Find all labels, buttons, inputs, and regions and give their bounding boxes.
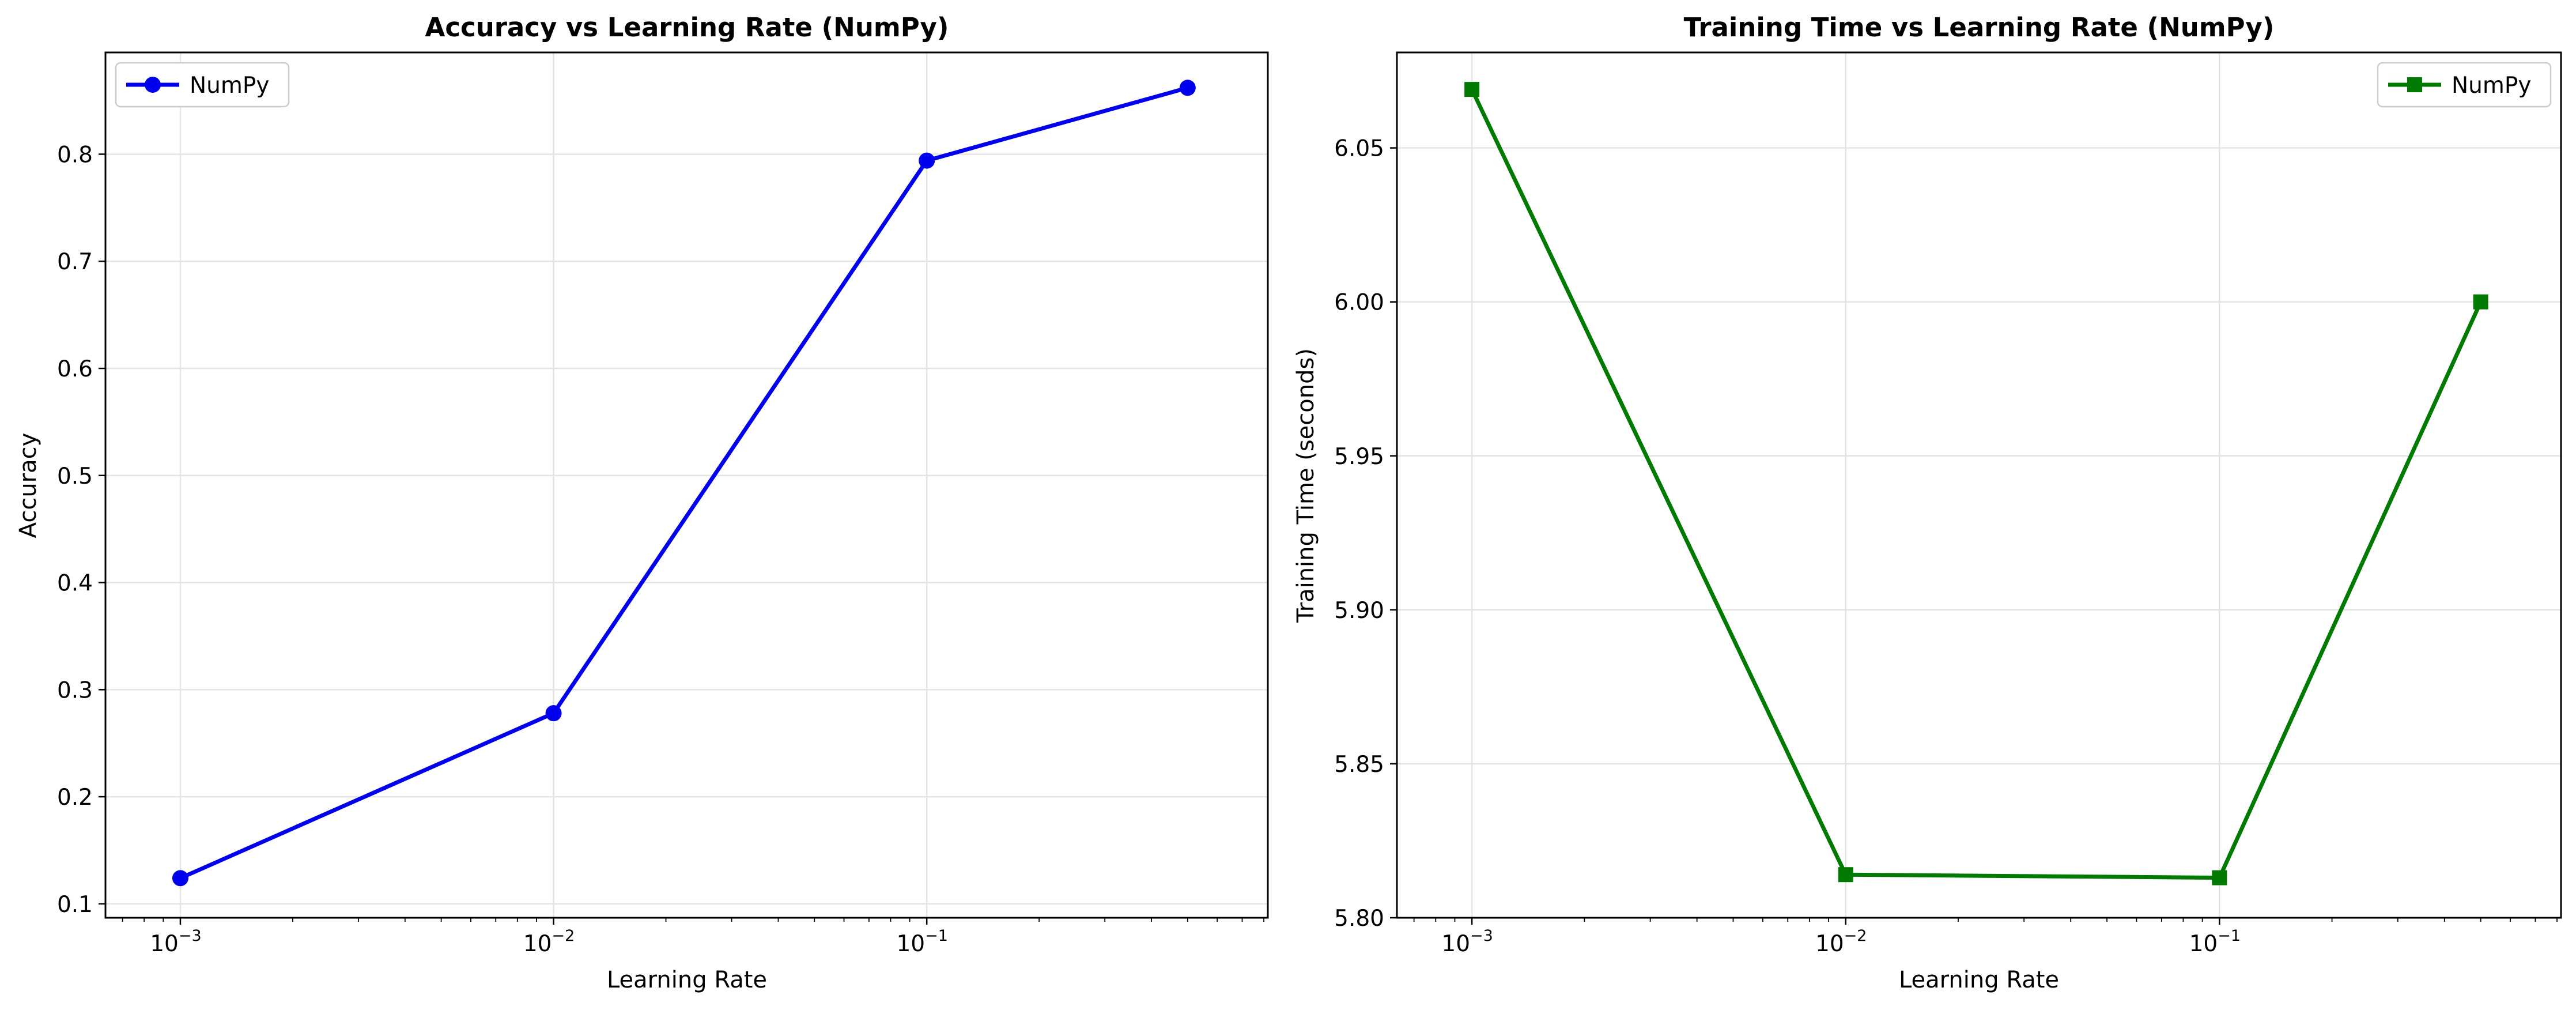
y-tick-label: 0.2 (57, 785, 93, 811)
y-tick-label: 5.80 (1334, 906, 1384, 932)
series-line (179, 85, 1188, 880)
y-axis-label: Training Time (seconds) (1293, 348, 1319, 623)
x-tick-label: 10−3 (150, 927, 201, 957)
data-point-marker (2212, 870, 2227, 885)
x-tick-label: 10−2 (523, 927, 575, 957)
data-point-marker (545, 705, 562, 722)
training-time-chart: Training Time vs Learning Rate (NumPy) 1… (1293, 12, 2562, 993)
y-tick-label: 0.8 (57, 142, 93, 168)
series (172, 80, 1196, 887)
legend-box (115, 62, 290, 108)
plot-frame (104, 51, 1269, 919)
x-axis-ticks: 10−3 10−2 10−1 (150, 918, 948, 957)
legend-marker (145, 77, 161, 93)
y-tick-label: 6.05 (1334, 136, 1384, 162)
y-tick-label: 0.4 (57, 571, 93, 597)
legend-label: NumPy (190, 73, 269, 99)
legend-label: NumPy (2452, 73, 2531, 99)
y-tick-label: 5.95 (1334, 444, 1384, 470)
plot-frame (1396, 51, 2562, 919)
data-point-marker (1464, 82, 1480, 97)
chart-title: Training Time vs Learning Rate (NumPy) (1684, 12, 2275, 43)
y-axis-label: Accuracy (15, 433, 41, 538)
x-axis-label: Learning Rate (607, 967, 767, 993)
grid (105, 52, 1268, 918)
legend-marker (2407, 77, 2422, 92)
accuracy-chart: Accuracy vs Learning Rate (NumPy) 10−3 10… (15, 12, 1269, 993)
y-tick-label: 6.00 (1334, 290, 1384, 316)
y-tick-label: 0.6 (57, 356, 93, 382)
legend-box (2377, 62, 2552, 108)
x-tick-label: 10−3 (1441, 927, 1493, 957)
x-tick-label: 10−1 (2189, 927, 2241, 957)
data-point-marker (1179, 80, 1196, 96)
y-tick-label: 0.1 (57, 892, 93, 918)
y-tick-label: 5.90 (1334, 598, 1384, 624)
data-point-marker (172, 870, 188, 887)
chart-title: Accuracy vs Learning Rate (NumPy) (425, 12, 949, 43)
x-tick-label: 10−2 (1815, 927, 1867, 957)
y-tick-label: 0.5 (57, 463, 93, 489)
data-point-marker (1838, 867, 1853, 883)
data-point-marker (919, 152, 935, 169)
legend: NumPy (2377, 62, 2552, 108)
x-axis-ticks: 10−3 10−2 10−1 (1441, 918, 2241, 957)
y-axis-ticks: 5.80 5.85 5.90 5.95 6.00 6.05 (1334, 136, 1397, 932)
series (1464, 82, 2488, 885)
y-tick-label: 5.85 (1334, 752, 1384, 778)
y-axis-ticks: 0.1 0.2 0.3 0.4 0.5 0.6 0.7 0.8 (57, 142, 105, 918)
x-axis-label: Learning Rate (1899, 967, 2059, 993)
y-tick-label: 0.7 (57, 249, 93, 275)
series-line (1470, 88, 2483, 880)
data-point-marker (2473, 294, 2488, 310)
legend: NumPy (115, 62, 290, 108)
y-tick-label: 0.3 (57, 677, 93, 703)
x-tick-label: 10−1 (896, 927, 947, 957)
